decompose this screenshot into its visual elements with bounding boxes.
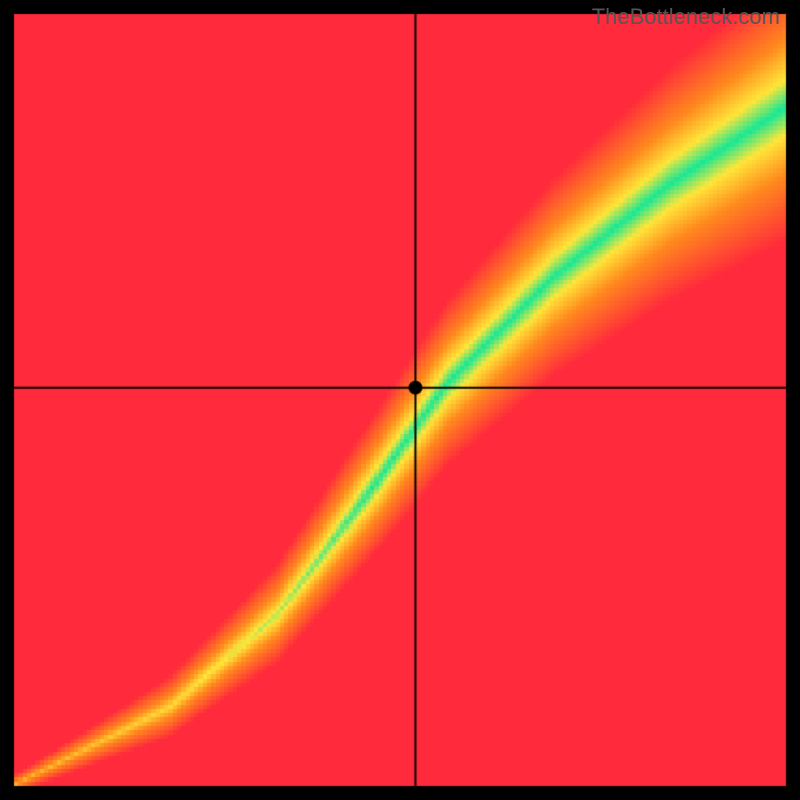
bottleneck-heatmap-container: TheBottleneck.com — [0, 0, 800, 800]
heatmap-canvas — [0, 0, 800, 800]
attribution-text: TheBottleneck.com — [592, 4, 780, 30]
